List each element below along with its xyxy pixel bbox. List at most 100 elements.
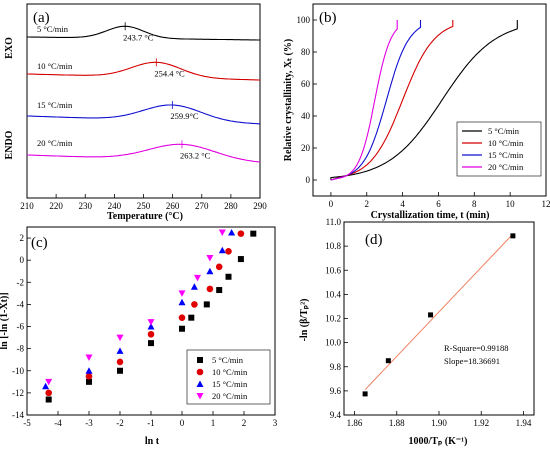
panel-c-point — [206, 267, 214, 275]
panel-b-legend-label: 20 °C/min — [488, 162, 524, 172]
panel-b-ytick-label: 60 — [301, 79, 311, 89]
panel-c-xtick-label: 1 — [211, 418, 216, 428]
panel-a: 210 220 230 240 250 260 270 280 290 5 °C/min 243.… — [4, 3, 267, 222]
panel-d: 1.86 1.88 1.90 1.92 1.94 9.4 9.6 9.8 10.0 10.2 10.… — [299, 217, 535, 447]
panel-d-frame — [343, 221, 535, 416]
panel-c-point — [188, 314, 195, 321]
panel-a-series-label: 20 °C/min — [37, 138, 73, 148]
panel-b-ylabel: Relative crystallinity, Xₜ (%) — [283, 39, 294, 161]
panel-c-point — [85, 354, 93, 361]
panel-b: 0 2 4 6 8 10 12 0 20 40 60 80 100 5 °C/min 10 °C/min 1… — [283, 3, 550, 221]
panel-c-legend-marker — [197, 357, 203, 363]
panel-b-legend-label: 5 °C/min — [488, 126, 520, 136]
panel-c-xtick-label: 2 — [242, 418, 247, 428]
panel-c-legend-label: 20 °C/min — [212, 391, 248, 401]
panel-c-xtick-label: -5 — [23, 418, 31, 428]
panel-a-xtick-label: 270 — [195, 201, 209, 211]
panel-c-ylabel: ln [-ln (1-Xt)] — [0, 292, 10, 349]
panel-c-point — [206, 254, 214, 262]
panel-c-xtick-label: 0 — [180, 418, 185, 428]
panel-c-point — [178, 290, 186, 297]
panel-d-ytick-label: 9.4 — [330, 410, 342, 420]
panel-b-xtick-label: 4 — [400, 199, 405, 209]
panel-a-ylabel-exo: EXO — [4, 37, 15, 59]
panel-c-point — [85, 367, 93, 374]
panel-c-ytick-label: 2 — [20, 233, 25, 243]
panel-c-xtick-label: -3 — [85, 418, 93, 428]
panel-d-xtick-label: 1.92 — [473, 418, 489, 428]
panel-d-ytick-label: 10.8 — [325, 241, 341, 251]
panel-c-ytick-label: -2 — [17, 277, 25, 287]
panel-c-xlabel: ln t — [145, 436, 160, 447]
panel-c-point — [216, 287, 223, 294]
panel-c-legend-label: 10 °C/min — [212, 367, 248, 377]
panel-c-point — [147, 319, 155, 326]
panel-c-point — [148, 340, 154, 347]
panel-c-point — [228, 229, 236, 236]
panel-d-xtick-label: 1.86 — [347, 418, 363, 428]
panel-c-legend-marker — [196, 380, 204, 387]
panel-c-point — [190, 283, 198, 290]
panel-c-point — [237, 230, 245, 237]
panel-a-xtick-label: 260 — [166, 201, 180, 211]
panel-a-peak-label: 254.4 °C — [154, 68, 185, 78]
panel-c-point — [225, 273, 232, 280]
panel-a-curve — [27, 25, 260, 41]
panel-c-point — [45, 378, 53, 386]
panel-c-ytick-label: 0 — [20, 255, 25, 265]
panel-c-point — [194, 274, 201, 282]
panel-b-letter: (b) — [319, 10, 337, 26]
panel-b-ytick-label: 100 — [297, 15, 311, 25]
panel-b-ytick-label: 40 — [301, 111, 311, 121]
panel-c-point — [116, 334, 124, 342]
panel-a-peak-label: 263.2 °C — [180, 150, 211, 160]
panel-d-ylabel: -ln (β/Tₚ²) — [299, 299, 310, 342]
panel-a-ylabel-endo: ENDO — [4, 130, 15, 159]
panel-d-ytick-label: 10.0 — [325, 338, 341, 348]
panel-b-xtick-label: 8 — [472, 199, 477, 209]
panel-c: -5 -4 -3 -2 -1 0 1 2 3-14-12-10-8-6-4-202 5 °C/m… — [0, 226, 278, 447]
panel-c-point — [218, 246, 226, 254]
panel-c-xtick-label: -4 — [54, 418, 62, 428]
panel-d-point — [385, 358, 391, 364]
panel-c-point — [206, 285, 214, 293]
panel-a-xlabel: Temperature (°C) — [107, 211, 183, 222]
panel-a-letter: (a) — [33, 10, 50, 26]
panel-c-point — [178, 298, 186, 306]
panel-d-point — [428, 312, 434, 318]
panel-a-xtick-label: 250 — [137, 201, 151, 211]
panel-c-point — [117, 367, 123, 374]
panel-d-annotation-slope: Slope=18.36691 — [444, 356, 500, 366]
panel-b-curve — [330, 20, 454, 181]
panel-d-letter: (d) — [365, 232, 383, 248]
panel-c-ytick-label: -4 — [17, 299, 25, 309]
panel-a-series-label: 10 °C/min — [37, 61, 73, 71]
panel-d-ytick-label: 10.2 — [325, 314, 341, 324]
panel-d-ytick-label: 10.6 — [325, 265, 341, 275]
panel-c-point — [147, 323, 155, 330]
panel-c-point — [179, 325, 185, 332]
panel-a-xtick-label: 230 — [79, 201, 93, 211]
panel-c-point — [178, 314, 186, 321]
panel-c-xtick-label: 3 — [273, 418, 278, 428]
panel-c-point — [45, 396, 52, 403]
panel-b-legend-label: 15 °C/min — [488, 150, 524, 160]
panel-a-peak-label: 259.9°C — [170, 111, 199, 121]
panel-b-xlabel: Crystallization time, t (min) — [371, 210, 490, 221]
panel-c-ytick-label: -12 — [12, 388, 24, 398]
panel-c-xtick-label: -2 — [116, 418, 124, 428]
panel-d-xtick-label: 1.90 — [431, 418, 447, 428]
panel-c-point — [86, 378, 92, 385]
panel-c-legend-label: 15 °C/min — [212, 379, 248, 389]
panel-d-point — [510, 233, 516, 239]
panel-c-ytick-label: -14 — [12, 410, 24, 420]
panel-a-peak-label: 243.7 °C — [123, 32, 154, 42]
panel-c-point — [203, 301, 210, 308]
panel-c-legend-marker — [196, 393, 204, 400]
panel-a-xtick-label: 210 — [20, 201, 34, 211]
panel-c-point — [237, 256, 244, 263]
panel-c-point — [85, 372, 93, 380]
panel-b-xtick-label: 12 — [542, 199, 550, 209]
panel-c-point — [116, 347, 124, 354]
panel-a-curve — [27, 104, 260, 125]
